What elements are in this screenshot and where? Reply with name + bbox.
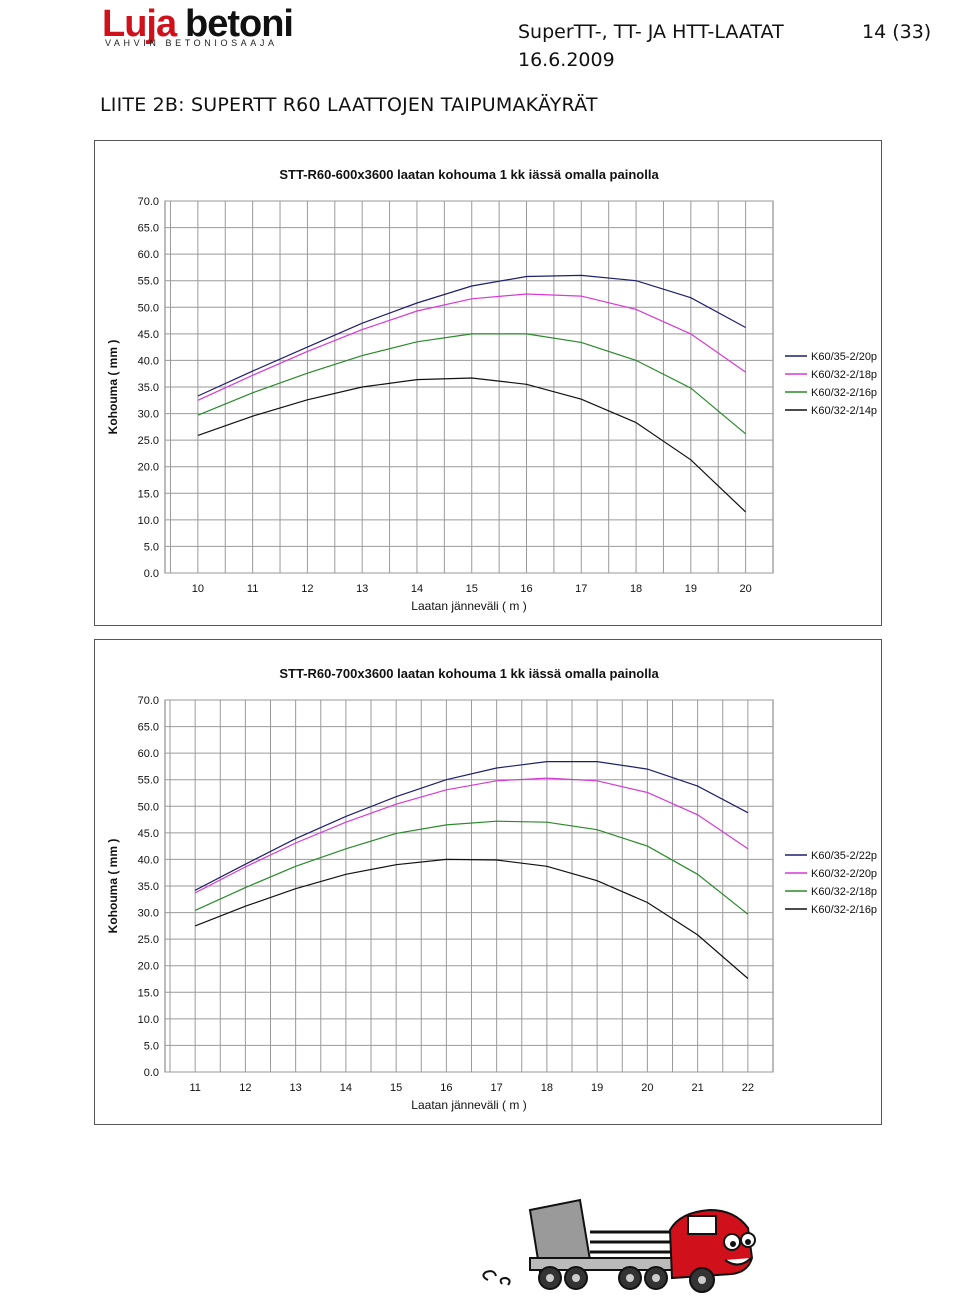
y-tick-label: 5.0 [144, 541, 159, 553]
y-axis-label: Kohouma ( mm ) [106, 839, 120, 934]
x-tick-label: 13 [356, 583, 368, 595]
y-tick-label: 10.0 [138, 515, 159, 527]
y-tick-label: 10.0 [138, 1014, 159, 1026]
y-tick-label: 20.0 [138, 462, 159, 474]
legend-label: K60/32-2/16p [811, 904, 877, 916]
chart-2-frame: 0.0 5.0 10.0 15.0 20.0 25.0 30.0 35.0 40.0 45.0 50… [94, 639, 882, 1125]
y-tick-label: 15.0 [138, 987, 159, 999]
series-line [197, 293, 746, 401]
document-date: 16.6.2009 [518, 49, 615, 71]
y-tick-label: 70.0 [138, 695, 159, 707]
y-tick-label: 70.0 [138, 196, 159, 208]
x-tick-label: 19 [591, 1082, 603, 1094]
legend-label: K60/32-2/16p [811, 387, 877, 399]
x-tick-label: 14 [411, 583, 423, 595]
x-axis-label: Laatan jänneväli ( m ) [411, 599, 526, 613]
y-tick-label: 55.0 [138, 775, 159, 787]
y-tick-label: 50.0 [138, 302, 159, 314]
x-tick-label: 11 [247, 583, 258, 595]
y-tick-label: 60.0 [138, 748, 159, 760]
y-tick-label: 40.0 [138, 854, 159, 866]
y-tick-label: 45.0 [138, 828, 159, 840]
series-line [197, 377, 747, 513]
legend-label: K60/32-2/14p [811, 405, 877, 417]
y-tick-label: 55.0 [138, 276, 159, 288]
x-tick-label: 10 [192, 583, 204, 595]
y-tick-label: 20.0 [138, 961, 159, 973]
series-line [194, 858, 749, 979]
x-tick-label: 22 [742, 1082, 754, 1094]
y-tick-label: 35.0 [138, 881, 159, 893]
y-tick-label: 45.0 [138, 329, 159, 341]
x-tick-label: 20 [739, 583, 751, 595]
series-line [194, 777, 749, 894]
y-tick-label: 50.0 [138, 801, 159, 813]
chart-1-frame: 0.0 5.0 10.0 15.0 20.0 25.0 30.0 35.0 40.0 45.0 50… [94, 140, 882, 626]
x-tick-label: 11 [189, 1082, 200, 1094]
y-tick-label: 25.0 [138, 435, 159, 447]
x-axis-label: Laatan jänneväli ( m ) [411, 1098, 526, 1112]
x-tick-label: 17 [575, 583, 587, 595]
x-tick-label: 13 [290, 1082, 302, 1094]
y-tick-label: 35.0 [138, 382, 159, 394]
mascot-truck-illustration [482, 1198, 756, 1293]
y-tick-label: 65.0 [138, 722, 159, 734]
svg-text:VAHVIN BETONIOSAAJA: VAHVIN BETONIOSAAJA [105, 38, 278, 48]
y-tick-label: 30.0 [138, 908, 159, 920]
x-tick-label: 12 [239, 1082, 251, 1094]
chart-2: 0.0 5.0 10.0 15.0 20.0 25.0 30.0 35.0 40.0 45.0 50… [106, 666, 879, 1112]
x-tick-label: 16 [520, 583, 532, 595]
legend-label: K60/35-2/20p [811, 351, 877, 363]
legend-label: K60/32-2/18p [811, 369, 877, 381]
y-tick-label: 0.0 [144, 1067, 159, 1079]
legend-label: K60/35-2/22p [811, 850, 877, 862]
lujabetoni-logo: Luja betoni VAHVIN BETONIOSAAJA [102, 3, 294, 48]
document-title: SuperTT-, TT- JA HTT-LAATAT 16.6.2009 [518, 18, 784, 74]
svg-text:betoni: betoni [185, 3, 293, 45]
series-line [197, 333, 746, 435]
series-line [194, 760, 749, 891]
x-tick-label: 15 [466, 583, 478, 595]
legend-box [781, 847, 879, 925]
legend-label: K60/32-2/20p [811, 868, 877, 880]
x-tick-label: 19 [685, 583, 697, 595]
section-title: LIITE 2B: SUPERTT R60 LAATTOJEN TAIPUMAK… [100, 94, 598, 116]
y-tick-label: 60.0 [138, 249, 159, 261]
y-tick-label: 30.0 [138, 409, 159, 421]
chart-title: STT-R60-700x3600 laatan kohouma 1 kk iäs… [279, 666, 659, 681]
legend-label: K60/32-2/18p [811, 886, 877, 898]
page-number: 14 (33) [862, 21, 932, 43]
svg-text:Luja: Luja [102, 3, 178, 45]
legend-box [781, 348, 879, 426]
y-axis-label: Kohouma ( mm ) [106, 340, 120, 435]
document-title-text: SuperTT-, TT- JA HTT-LAATAT [518, 21, 784, 43]
x-tick-label: 16 [440, 1082, 452, 1094]
y-tick-label: 40.0 [138, 355, 159, 367]
y-tick-label: 65.0 [138, 223, 159, 235]
x-tick-label: 18 [630, 583, 642, 595]
chart-title: STT-R60-600x3600 laatan kohouma 1 kk iäs… [279, 167, 659, 182]
x-tick-label: 17 [491, 1082, 503, 1094]
x-tick-label: 21 [692, 1082, 704, 1094]
x-tick-label: 20 [641, 1082, 653, 1094]
x-tick-label: 18 [541, 1082, 553, 1094]
x-tick-label: 14 [340, 1082, 352, 1094]
y-tick-label: 15.0 [138, 488, 159, 500]
y-tick-label: 0.0 [144, 568, 159, 580]
series-line [194, 820, 749, 915]
x-tick-label: 15 [390, 1082, 402, 1094]
x-tick-label: 12 [301, 583, 313, 595]
chart-1: 0.0 5.0 10.0 15.0 20.0 25.0 30.0 35.0 40.0 45.0 50… [106, 167, 879, 613]
y-tick-label: 25.0 [138, 934, 159, 946]
series-line [197, 274, 746, 397]
y-tick-label: 5.0 [144, 1040, 159, 1052]
